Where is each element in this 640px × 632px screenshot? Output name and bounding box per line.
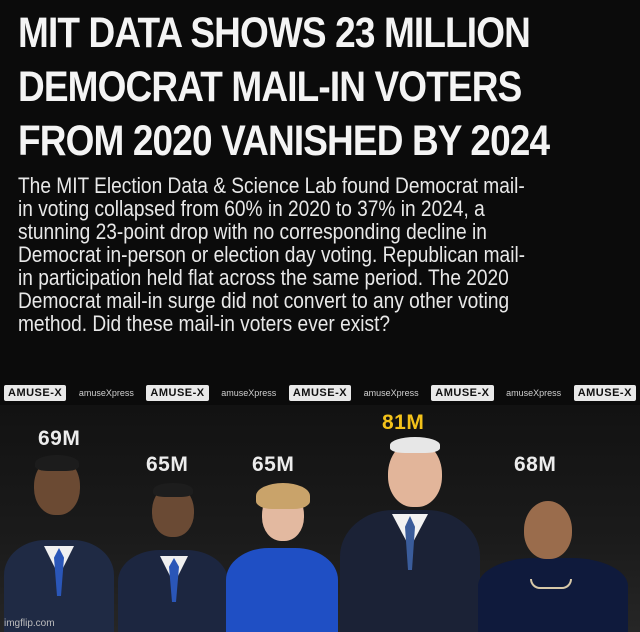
hair (390, 437, 440, 453)
body-paragraph: The MIT Election Data & Science Lab foun… (18, 174, 613, 335)
vote-count-label: 68M (514, 453, 557, 476)
hair (153, 483, 193, 497)
vote-count-label-highlighted: 81M (382, 411, 425, 434)
brand-tagline: amuseXpress (221, 388, 277, 398)
tie (169, 558, 179, 602)
brand-logo: AMUSE-X (146, 385, 209, 401)
vote-count-label: 65M (252, 453, 295, 476)
body-line: in participation held flat across the sa… (18, 265, 509, 290)
dark-jacket (478, 558, 628, 632)
brand-logo: AMUSE-X (573, 385, 636, 401)
hair (35, 455, 79, 471)
body-line: in voting collapsed from 60% in 2020 to … (18, 196, 485, 221)
brand-tagline: amuseXpress (363, 388, 419, 398)
vote-count-label: 69M (38, 427, 81, 450)
brand-logo: AMUSE-X (431, 385, 494, 401)
body-line: Democrat mail-in surge did not convert t… (18, 288, 510, 313)
headline-line-2: DEMOCRAT MAIL-IN VOTERS (18, 63, 522, 111)
headline-line-3: FROM 2020 VANISHED BY 2024 (18, 117, 550, 165)
blue-jacket (226, 548, 338, 632)
vote-count-label: 65M (146, 453, 189, 476)
face (524, 501, 572, 559)
body-line: stunning 23-point drop with no correspon… (18, 219, 487, 244)
brand-tagline: amuseXpress (78, 388, 134, 398)
body-line: method. Did these mail-in voters ever ex… (18, 311, 391, 336)
brand-tagline: amuseXpress (506, 388, 562, 398)
candidate-photo-strip: 69M 65M 65M 81M 68M imgflip. (0, 405, 640, 632)
brand-logo: AMUSE-X (288, 385, 352, 401)
tie (405, 516, 415, 570)
body-line: The MIT Election Data & Science Lab foun… (18, 173, 525, 198)
tie (54, 548, 64, 596)
headline: MIT DATA SHOWS 23 MILLION DEMOCRAT MAIL-… (18, 6, 624, 168)
brand-logo: AMUSE-X (4, 385, 67, 401)
necklace (530, 579, 572, 589)
watermark: imgflip.com (4, 618, 55, 629)
body-line: Democrat in-person or election day votin… (18, 242, 526, 267)
brand-strip: AMUSE-X amuseXpress AMUSE-X amuseXpress … (0, 383, 640, 403)
hair (256, 483, 310, 509)
headline-line-1: MIT DATA SHOWS 23 MILLION (18, 9, 531, 57)
